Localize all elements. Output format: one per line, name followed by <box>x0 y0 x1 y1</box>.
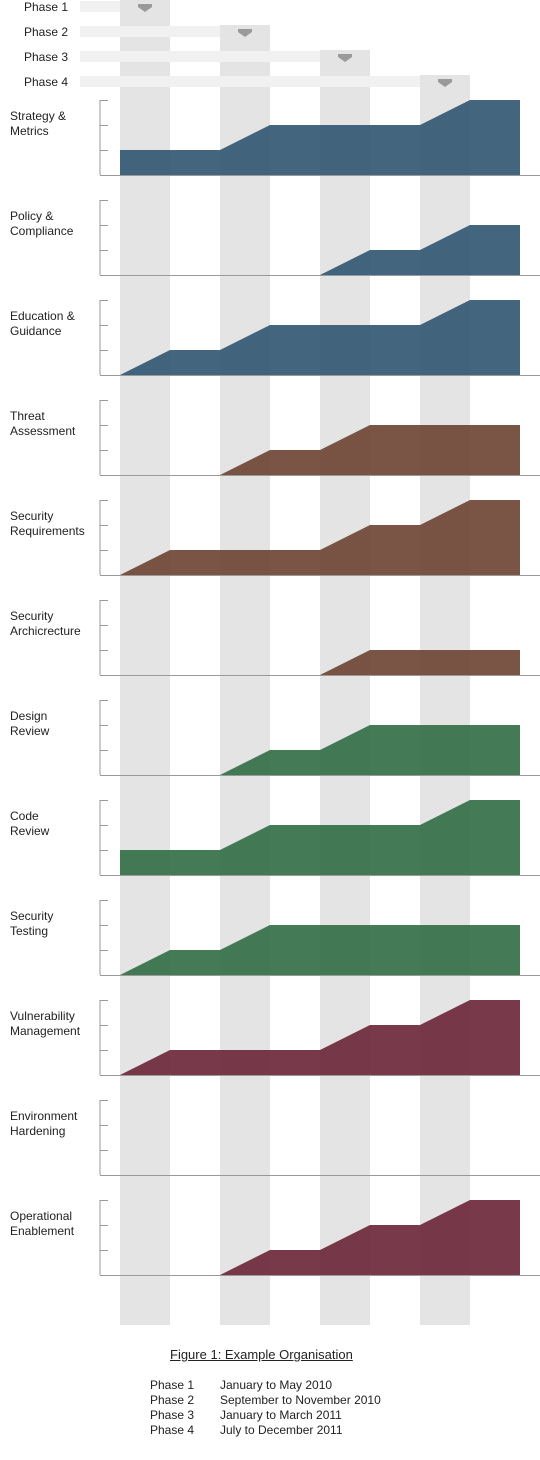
phase-2-marker <box>238 29 252 37</box>
phase-4-label: Phase 4 <box>24 75 68 89</box>
phase-4-marker <box>438 79 452 87</box>
code-review-label-line-1: Code <box>10 809 39 823</box>
legend-row-phase-1: Phase 1 January to May 2010 <box>150 1378 381 1393</box>
security-archicrecture-label-line-1: Security <box>10 609 53 623</box>
threat-assessment-area <box>120 425 520 475</box>
operational-enablement-label-line-1: Operational <box>10 1209 72 1223</box>
phase-4-header-bar <box>80 76 470 87</box>
security-archicrecture-label-line-2: Archicrecture <box>10 624 81 638</box>
phase-3-header-bar <box>80 51 370 62</box>
security-testing-label-line-1: Security <box>10 909 53 923</box>
legend-phase-label: Phase 3 <box>150 1408 195 1422</box>
phase-3-column <box>320 50 370 1325</box>
security-requirements-area <box>120 500 520 575</box>
figure-caption: Figure 1: Example Organisation <box>170 1347 353 1362</box>
security-requirements-label-line-1: Security <box>10 509 53 523</box>
design-review-label-line-1: Design <box>10 709 47 723</box>
operational-enablement-label-line-2: Enablement <box>10 1224 75 1238</box>
education-and-guidance-label-line-2: Guidance <box>10 324 62 338</box>
legend-phase-label: Phase 2 <box>150 1393 195 1407</box>
legend-phase-label: Phase 1 <box>150 1378 195 1392</box>
legend-row-phase-4: Phase 4 July to December 2011 <box>150 1423 381 1438</box>
phase-2-header-bar <box>80 26 270 37</box>
design-review-area <box>120 725 520 775</box>
vulnerability-management-area <box>120 1000 520 1075</box>
phase-3-marker <box>338 54 352 62</box>
phase-2-label: Phase 2 <box>24 25 68 39</box>
environment-hardening-label-line-2: Hardening <box>10 1124 65 1138</box>
phase-4-column <box>420 75 470 1325</box>
vulnerability-management-label-line-2: Management <box>10 1024 81 1038</box>
strategy-and-metrics-label-line-2: Metrics <box>10 124 49 138</box>
security-testing-area <box>120 925 520 975</box>
code-review-area <box>120 800 520 875</box>
security-archicrecture-area <box>120 650 520 675</box>
strategy-and-metrics-label-line-1: Strategy & <box>10 109 66 123</box>
policy-and-compliance-label-line-2: Compliance <box>10 224 74 238</box>
phase-1-column <box>120 0 170 1325</box>
legend-row-phase-2: Phase 2 September to November 2010 <box>150 1393 381 1408</box>
phase-1-label: Phase 1 <box>24 0 68 14</box>
phase-legend: Phase 1 January to May 2010 Phase 2 Septem… <box>150 1378 381 1438</box>
code-review-label-line-2: Review <box>10 824 50 838</box>
phase-3-label: Phase 3 <box>24 50 68 64</box>
operational-enablement-area <box>120 1200 520 1275</box>
phase-1-marker <box>138 4 152 12</box>
legend-phase-dates: September to November 2010 <box>220 1393 381 1407</box>
education-and-guidance-label-line-1: Education & <box>10 309 75 323</box>
education-and-guidance-area <box>120 300 520 375</box>
vulnerability-management-label-line-1: Vulnerability <box>10 1009 75 1023</box>
practice-maturity-chart: Phase 1 Phase 2 Phase 3 Phase 4 Strategy &Me… <box>10 0 540 1325</box>
legend-phase-dates: July to December 2011 <box>220 1423 343 1437</box>
legend-phase-dates: January to May 2010 <box>220 1378 333 1392</box>
security-testing-label-line-2: Testing <box>10 924 48 938</box>
policy-and-compliance-area <box>120 225 520 275</box>
strategy-and-metrics-area <box>120 100 520 175</box>
threat-assessment-label-line-1: Threat <box>10 409 45 423</box>
design-review-label-line-2: Review <box>10 724 50 738</box>
threat-assessment-label-line-2: Assessment <box>10 424 76 438</box>
policy-and-compliance-label-line-1: Policy & <box>10 209 53 223</box>
legend-row-phase-3: Phase 3 January to March 2011 <box>150 1408 381 1423</box>
legend-phase-label: Phase 4 <box>150 1423 195 1437</box>
legend-phase-dates: January to March 2011 <box>220 1408 342 1422</box>
security-requirements-label-line-2: Requirements <box>10 524 85 538</box>
environment-hardening-label-line-1: Environment <box>10 1109 78 1123</box>
